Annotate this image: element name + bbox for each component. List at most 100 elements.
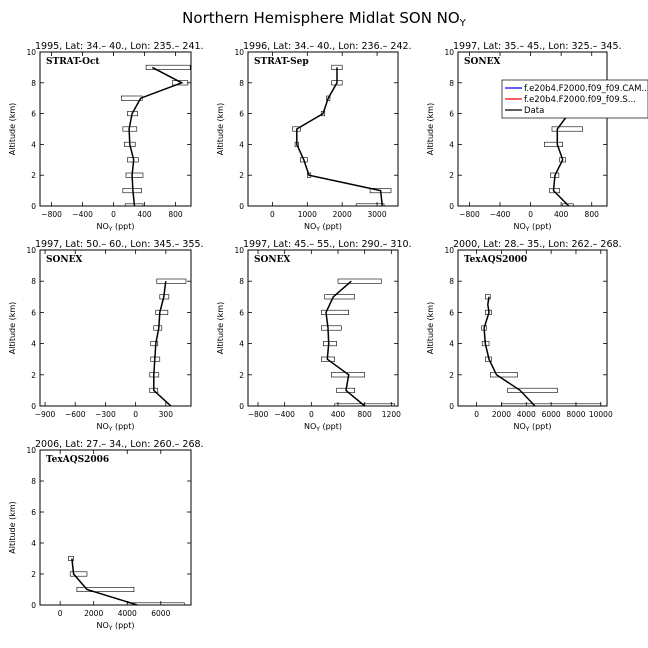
campaign-label: TexAQS2006 (46, 455, 109, 465)
x-tick-label: 4000 (118, 609, 137, 618)
campaign-label: STRAT-Sep (254, 57, 309, 67)
y-tick-label: 0 (31, 601, 36, 610)
y-tick-label: 4 (31, 340, 36, 349)
y-tick-label: 4 (239, 140, 244, 149)
x-tick-label: 3000 (368, 210, 387, 219)
chart-panel-3: 1997, Lat: 35.– 45., Lon: 325.– 345. 0 2 4 6… (426, 41, 648, 233)
y-tick-label: 4 (31, 140, 36, 149)
y-axis-label: Altitude (km) (8, 103, 17, 155)
x-tick-label: 1000 (298, 210, 317, 219)
x-tick-label: 0 (474, 410, 479, 419)
y-tick-label: 10 (26, 48, 36, 57)
x-tick-label: 2000 (492, 410, 511, 419)
x-tick-label: 300 (159, 410, 174, 419)
error-bar (323, 341, 337, 347)
series-line (296, 67, 384, 206)
panel-title: 1996, Lat: 34.– 40., Lon: 236.– 242. (243, 41, 412, 52)
y-tick-label: 0 (449, 202, 454, 211)
figure-title: Northern Hemisphere Midlat SON NOY (182, 9, 467, 29)
panel-title: 1995, Lat: 34.– 40., Lon: 235.– 241. (35, 41, 204, 52)
y-tick-label: 6 (31, 508, 36, 517)
y-axis-label: Altitude (km) (8, 501, 17, 553)
campaign-label: STRAT-Oct (46, 57, 100, 67)
error-bar (126, 602, 185, 605)
x-tick-label: −400 (490, 210, 511, 219)
x-axis-label: NOY (ppt) (513, 422, 551, 433)
plot-area (292, 64, 392, 206)
plot-area (149, 278, 187, 406)
y-tick-label: 0 (449, 402, 454, 411)
y-tick-label: 0 (31, 402, 36, 411)
chart-panel-5: 1997, Lat: 45.– 55., Lon: 290.– 310. 0 2 4 6… (216, 239, 412, 433)
x-tick-label: 0 (133, 410, 138, 419)
y-tick-label: 8 (31, 477, 36, 486)
error-bar (485, 294, 491, 300)
error-bar (69, 571, 88, 577)
y-axis-label: Altitude (km) (426, 103, 435, 155)
x-axis-label: NOY (ppt) (304, 222, 342, 233)
panel-title: 2000, Lat: 28.– 35., Lon: 262.– 268. (453, 239, 622, 250)
series-line (325, 280, 366, 406)
x-tick-label: −600 (65, 410, 86, 419)
campaign-label: SONEX (254, 255, 290, 265)
y-axis-label: Altitude (km) (8, 302, 17, 354)
y-tick-label: 8 (31, 79, 36, 88)
series-line (71, 558, 138, 605)
y-tick-label: 8 (239, 79, 244, 88)
y-tick-label: 8 (31, 277, 36, 286)
chart-panel-7: 2006, Lat: 27.– 34., Lon: 260.– 268. 0 2 4 6… (8, 439, 204, 632)
y-tick-label: 2 (449, 171, 454, 180)
x-tick-label: 400 (554, 210, 569, 219)
y-tick-label: 2 (31, 570, 36, 579)
y-tick-label: 4 (31, 539, 36, 548)
x-tick-label: 0 (309, 410, 314, 419)
y-tick-label: 4 (239, 340, 244, 349)
y-tick-label: 10 (234, 246, 244, 255)
x-axis-label: NOY (ppt) (96, 222, 134, 233)
x-tick-label: 1200 (382, 410, 401, 419)
error-bar (551, 126, 583, 132)
y-tick-label: 10 (26, 246, 36, 255)
error-bar (489, 372, 518, 378)
x-tick-label: 6000 (151, 609, 170, 618)
campaign-label: SONEX (46, 255, 82, 265)
figure-title-subscript: Y (459, 18, 467, 29)
x-tick-label: 800 (358, 410, 373, 419)
x-tick-label: 0 (270, 210, 275, 219)
x-tick-label: 800 (168, 210, 183, 219)
x-tick-label: −800 (41, 210, 62, 219)
legend-entry: f.e20b4.F2000.f09_f09.CAM... (524, 84, 648, 94)
legend-entry: f.e20b4.F2000.f09_f09.S... (524, 95, 636, 105)
error-bar (145, 64, 191, 70)
y-tick-label: 0 (31, 202, 36, 211)
x-tick-label: 0 (528, 210, 533, 219)
y-axis-label: Altitude (km) (216, 302, 225, 354)
error-bar (321, 325, 342, 331)
x-tick-label: 0 (58, 609, 63, 618)
y-tick-label: 2 (31, 371, 36, 380)
error-bar (76, 586, 135, 592)
y-tick-label: 6 (449, 308, 454, 317)
x-axis-label: NOY (ppt) (96, 422, 134, 433)
x-axis-label: NOY (ppt) (304, 422, 342, 433)
error-bar (321, 309, 349, 315)
chart-panel-2: 1996, Lat: 34.– 40., Lon: 236.– 242. 0 2 4 6… (216, 41, 412, 233)
y-tick-label: 6 (449, 110, 454, 119)
x-tick-label: 4000 (517, 410, 536, 419)
x-tick-label: −400 (274, 410, 295, 419)
error-bar (156, 278, 187, 284)
chart-panel-1: 1995, Lat: 34.– 40., Lon: 235.– 241. 0 2 4 6… (8, 41, 204, 233)
campaign-label: TexAQS2000 (464, 255, 527, 265)
error-bar (501, 403, 602, 406)
plot-area (321, 278, 395, 406)
y-tick-label: 0 (239, 402, 244, 411)
plot-area (121, 64, 191, 206)
x-tick-label: 400 (137, 210, 152, 219)
y-tick-label: 8 (449, 79, 454, 88)
x-tick-label: 8000 (566, 410, 585, 419)
x-tick-label: −800 (459, 210, 480, 219)
x-tick-label: −400 (72, 210, 93, 219)
error-bar (544, 141, 563, 147)
x-tick-label: 800 (585, 210, 600, 219)
error-bar (334, 403, 395, 406)
